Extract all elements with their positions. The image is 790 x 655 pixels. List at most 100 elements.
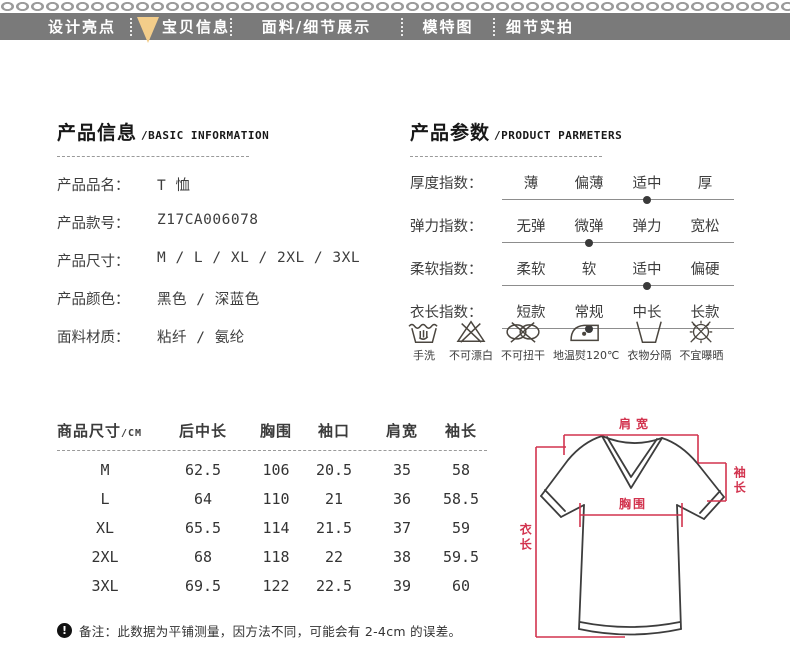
tshirt-outline [540, 435, 725, 636]
info-label: 面料材质： [57, 330, 130, 346]
size-table-header: 商品尺寸/CM 后中长 胸围 袖口 肩宽 袖长 [57, 420, 487, 441]
hand-wash-icon [408, 323, 438, 343]
cell-value: 58.5 [442, 490, 480, 508]
care-label: 手洗 [413, 349, 435, 362]
cell-value: 59.5 [442, 548, 480, 566]
size-table-title-text: 商品尺寸 [57, 422, 122, 440]
param-options: 无弹 微弹 弹力 宽松 [502, 215, 734, 236]
nav-item-product-info-active[interactable]: 宝贝信息 [132, 13, 230, 43]
parameters-header: 产品参数 /PRODUCT PARMETERS [410, 118, 742, 145]
exclamation-icon: ! [57, 623, 72, 638]
cell-value: 38 [392, 548, 412, 566]
param-option: 偏薄 [574, 176, 604, 192]
param-option: 适中 [632, 176, 662, 192]
dashed-divider [410, 156, 602, 157]
param-option: 适中 [632, 262, 662, 278]
cell-value: 20.5 [315, 461, 353, 479]
nav-filler [585, 13, 790, 40]
param-track [502, 238, 734, 247]
sleeve-length-label: 袖长 [732, 466, 747, 496]
cell-value: 21 [324, 490, 344, 508]
cell-value: 35 [392, 461, 412, 479]
cell-value: 60 [451, 577, 471, 595]
param-options: 薄 偏薄 适中 厚 [502, 172, 734, 193]
table-row: L 64 110 21 36 58.5 [57, 485, 487, 513]
info-value: M / L / XL / 2XL / 3XL [157, 250, 361, 266]
param-scale: 薄 偏薄 适中 厚 [502, 172, 734, 204]
size-table-body: M 62.5 106 20.5 35 58 L 64 110 21 36 58.… [57, 456, 487, 600]
cell-value: 122 [262, 577, 290, 595]
table-row: 2XL 68 118 22 38 59.5 [57, 543, 487, 571]
basic-info-subtitle: /BASIC INFORMATION [141, 129, 270, 142]
basic-info-rows: 产品品名： T 恤 产品款号： Z17CA006078 产品尺寸： M / L … [57, 174, 397, 347]
care-item: 不可扭干 [501, 317, 545, 363]
cell-value: 58 [451, 461, 471, 479]
cell-value: 106 [262, 461, 290, 479]
shoulder-width-label: 肩宽 [618, 417, 654, 431]
info-row-product-name: 产品品名： T 恤 [57, 174, 397, 195]
cell-size: 2XL [91, 548, 119, 566]
info-value: Z17CA006078 [157, 212, 259, 228]
section-navbar: 设计亮点 宝贝信息 面料/细节展示 模特图 细节实拍 [0, 13, 790, 43]
cell-value: 22 [324, 548, 344, 566]
param-option: 短款 [516, 305, 546, 321]
size-chart-section: 商品尺寸/CM 后中长 胸围 袖口 肩宽 袖长 M 62.5 106 20.5 … [57, 420, 487, 600]
care-label: 不宜曝晒 [679, 349, 724, 362]
table-row: XL 65.5 114 21.5 37 59 [57, 514, 487, 542]
selected-dot [585, 238, 593, 247]
care-label: 不可漂白 [449, 349, 493, 362]
nav-item-design-highlights[interactable]: 设计亮点 [47, 18, 116, 36]
cell-value: 59 [451, 519, 471, 537]
dashed-divider [57, 450, 487, 451]
param-option: 厚 [697, 176, 713, 192]
param-row-elasticity: 弹力指数： 无弹 微弹 弹力 宽松 [410, 215, 742, 247]
size-table-unit: /CM [121, 428, 143, 439]
basic-info-header: 产品信息 /BASIC INFORMATION [57, 118, 397, 145]
cell-value: 110 [262, 490, 290, 508]
nav-item-detail-shots[interactable]: 细节实拍 [505, 18, 574, 36]
nav-separator [130, 17, 132, 36]
info-value: 粘纤 / 氨纶 [157, 330, 245, 346]
cell-value: 36 [392, 490, 412, 508]
measurement-note: ! 备注：此数据为平铺测量，因方法不同，可能会有 2-4cm 的误差。 [57, 621, 461, 640]
cell-value: 65.5 [184, 519, 222, 537]
nav-item-fabric-details[interactable]: 面料/细节展示 [261, 18, 372, 36]
nav-item-model-photos[interactable]: 模特图 [422, 18, 474, 36]
col-header-shoulder: 肩宽 [385, 422, 418, 440]
param-row-softness: 柔软指数： 柔软 软 适中 偏硬 [410, 258, 742, 290]
param-options: 短款 常规 中长 长款 [502, 301, 734, 322]
tshirt-outline-drawing [535, 434, 727, 638]
low-iron-icon [570, 324, 600, 342]
basic-info-section: 产品信息 /BASIC INFORMATION 产品品名： T 恤 产品款号： … [57, 118, 397, 347]
no-sun-icon [690, 320, 713, 344]
param-option: 常规 [574, 305, 604, 321]
selected-dot [585, 324, 593, 333]
param-track [502, 324, 734, 333]
param-row-thickness: 厚度指数： 薄 偏薄 适中 厚 [410, 172, 742, 204]
info-label: 产品品名： [57, 178, 130, 194]
param-track [502, 281, 734, 290]
wash-separately-icon [636, 321, 663, 343]
care-label: 不可扭干 [501, 349, 545, 362]
parameter-rows: 厚度指数： 薄 偏薄 适中 厚 弹力指数： [410, 172, 742, 333]
info-label: 产品尺寸： [57, 254, 130, 270]
param-option: 弹力 [632, 219, 662, 235]
cell-value: 39 [392, 577, 412, 595]
nav-separator [493, 17, 495, 36]
tshirt-measurement-diagram: 肩宽 胸围 袖长 衣长 [505, 403, 790, 655]
info-row-sizes: 产品尺寸： M / L / XL / 2XL / 3XL [57, 250, 397, 271]
cell-size: M [100, 461, 110, 479]
info-row-material: 面料材质： 粘纤 / 氨纶 [57, 326, 397, 347]
parameters-subtitle: /PRODUCT PARMETERS [494, 129, 623, 142]
param-track [502, 195, 734, 204]
param-option: 柔软 [516, 262, 546, 278]
parameters-title: 产品参数 [410, 122, 491, 144]
parameters-section: 产品参数 /PRODUCT PARMETERS 厚度指数： 薄 偏薄 适中 厚 [410, 118, 742, 333]
param-option: 软 [581, 262, 597, 278]
chest-label: 胸围 [618, 497, 648, 511]
cell-value: 69.5 [184, 577, 222, 595]
info-row-style-number: 产品款号： Z17CA006078 [57, 212, 397, 233]
info-label: 产品颜色： [57, 292, 130, 308]
selected-dot [643, 281, 651, 290]
